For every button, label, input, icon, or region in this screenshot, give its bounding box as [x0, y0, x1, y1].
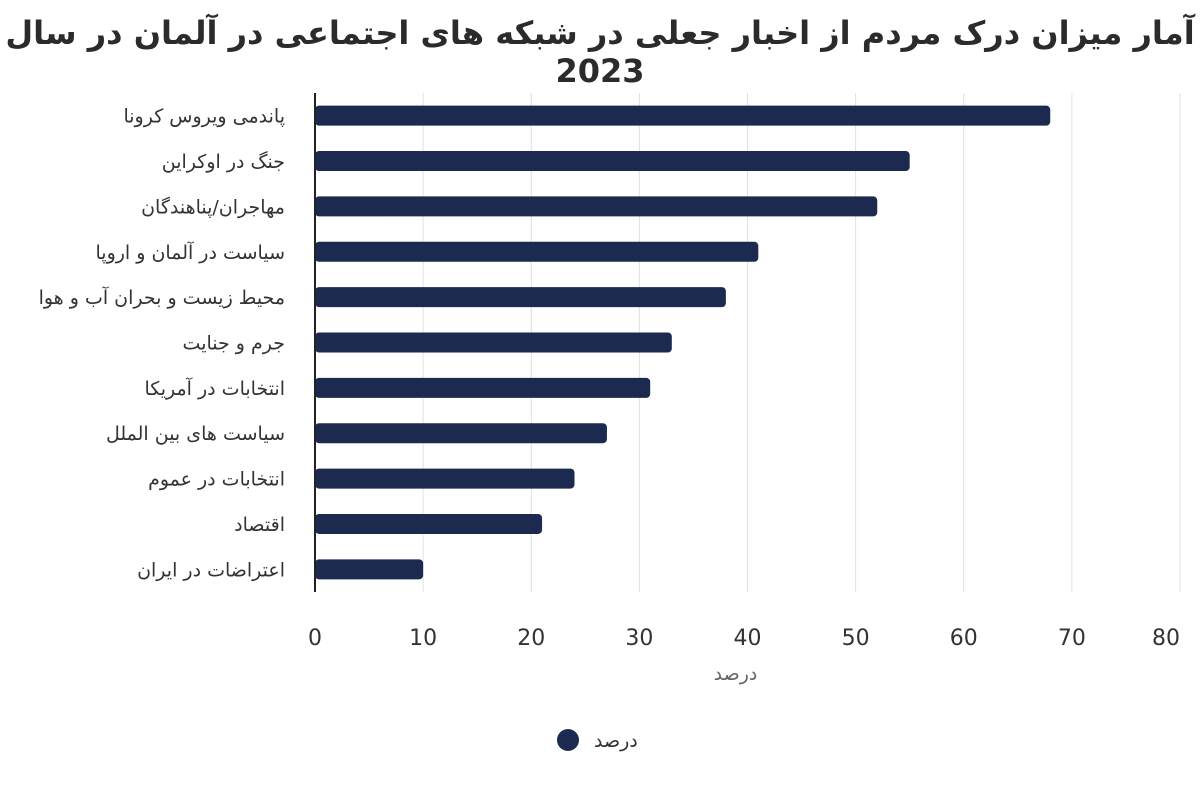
x-tick-label: 60: [950, 626, 978, 651]
x-axis-title: درصد: [714, 663, 758, 685]
bar[interactable]: [315, 559, 424, 580]
bar[interactable]: [315, 151, 910, 172]
category-label: انتخابات در آمریکا: [144, 376, 285, 400]
x-tick-label: 10: [409, 626, 437, 651]
x-tick-labels: 0 10 20 30 40 50 60 70 80: [308, 626, 1180, 651]
legend[interactable]: درصد: [557, 729, 638, 752]
category-label: اقتصاد: [234, 514, 285, 536]
legend-label[interactable]: درصد: [594, 730, 638, 752]
bar[interactable]: [315, 105, 1051, 126]
category-label: سیاست های بین الملل: [106, 423, 285, 445]
bar[interactable]: [315, 423, 607, 444]
legend-marker[interactable]: [557, 729, 579, 751]
bar[interactable]: [315, 196, 878, 217]
bar[interactable]: [315, 241, 759, 262]
category-label: انتخابات در عموم: [148, 469, 285, 491]
bar[interactable]: [315, 377, 651, 398]
bar[interactable]: [315, 513, 543, 534]
category-label: جرم و جنایت: [183, 333, 285, 355]
bar[interactable]: [315, 468, 575, 489]
category-label: پاندمی ویروس کرونا: [123, 106, 285, 128]
category-label: مهاجران/پناهندگان: [141, 195, 285, 218]
x-tick-label: 80: [1152, 626, 1180, 651]
bar[interactable]: [315, 287, 726, 308]
x-tick-label: 70: [1058, 626, 1086, 651]
category-label: سیاست در آلمان و اروپا: [96, 240, 286, 264]
x-tick-label: 40: [734, 626, 762, 651]
bars: [315, 105, 1051, 580]
category-label: جنگ در اوکراین: [162, 151, 285, 173]
category-labels: پاندمی ویروس کرونا جنگ در اوکراین مهاجران/…: [39, 106, 285, 582]
x-tick-label: 0: [308, 626, 322, 651]
chart-title: آمار میزان درک مردم از اخبار جعلی در شبک…: [5, 14, 1195, 90]
x-tick-label: 20: [517, 626, 545, 651]
x-tick-label: 30: [625, 626, 653, 651]
x-tick-label: 50: [842, 626, 870, 651]
category-label: اعتراضات در ایران: [137, 559, 285, 581]
bar[interactable]: [315, 332, 672, 353]
category-label: محیط زیست و بحران آب و هوا: [39, 285, 285, 309]
